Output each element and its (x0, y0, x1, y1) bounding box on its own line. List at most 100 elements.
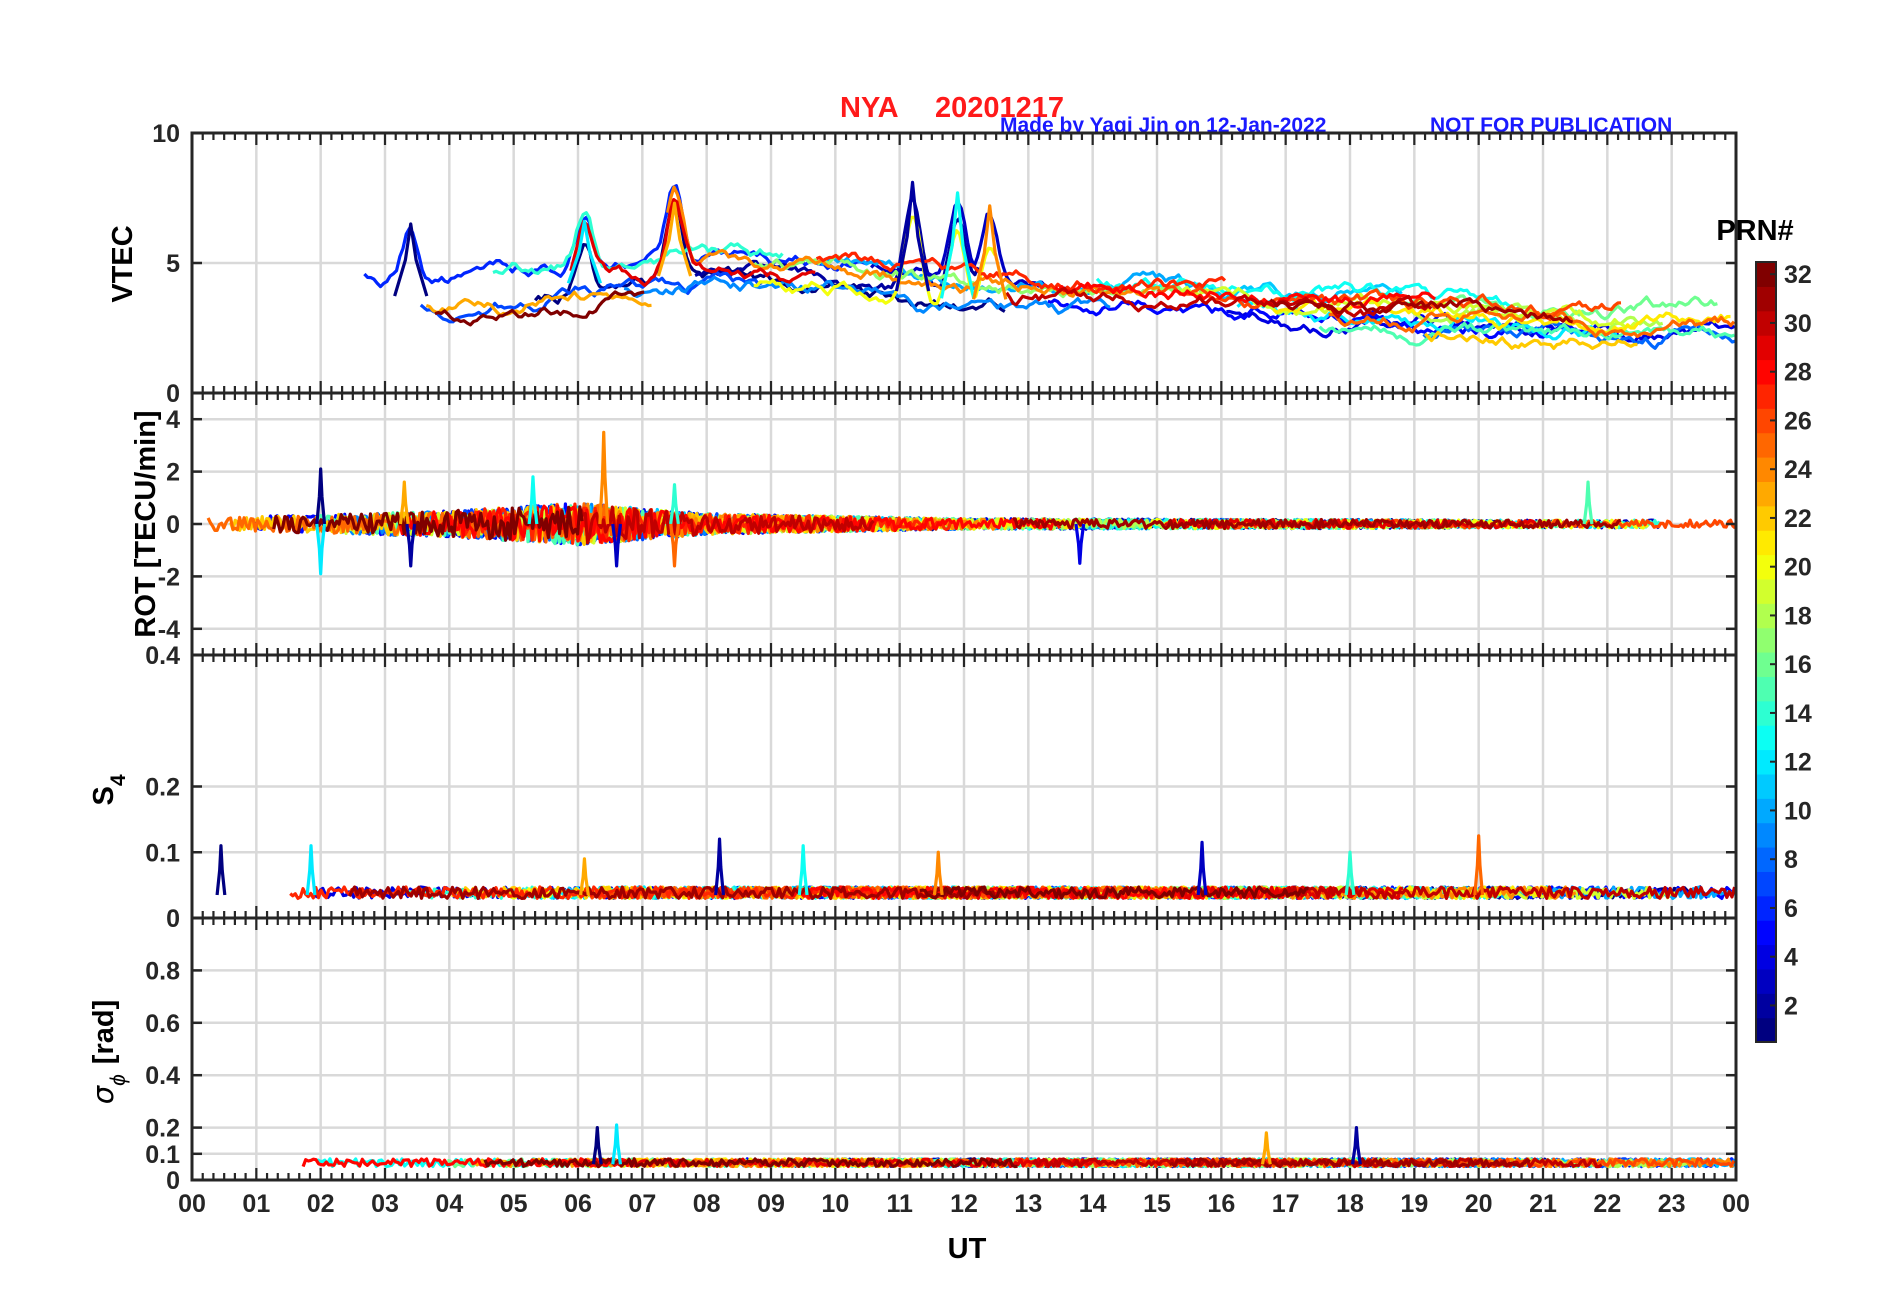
y-tick-label: -2 (158, 563, 180, 591)
colorbar-swatch (1756, 798, 1776, 824)
colorbar-swatch (1756, 383, 1776, 409)
x-tick-label: 14 (1079, 1190, 1107, 1218)
colorbar-swatch (1756, 603, 1776, 629)
series-line-prn-5 (1047, 298, 1586, 340)
peak-mark (305, 844, 317, 896)
x-tick-label: 18 (1336, 1190, 1364, 1218)
y-tick-label: 10 (152, 120, 180, 148)
colorbar-swatch (1756, 920, 1776, 946)
colorbar-tick-label: 6 (1784, 895, 1798, 923)
colorbar-tick-label: 20 (1784, 554, 1812, 582)
peak-mark (939, 191, 976, 299)
s4-ylabel-sub: 4 (107, 774, 130, 786)
s4-ylabel: S4 (88, 774, 130, 805)
y-tick-label: 0.8 (145, 957, 180, 985)
x-tick-label: 11 (886, 1190, 913, 1218)
peak-mark (1074, 523, 1086, 565)
series-line-prn-14 (492, 211, 784, 275)
colorbar-swatch (1756, 262, 1776, 287)
y-tick-label: 0 (166, 380, 180, 408)
x-tick-label: 17 (1272, 1190, 1300, 1218)
series-line-prn-31 (1269, 297, 1574, 324)
sigma-ylabel-main: σ (86, 1084, 120, 1104)
x-tick-label: 03 (371, 1190, 399, 1218)
peak-mark (611, 523, 623, 568)
colorbar-swatch (1756, 530, 1776, 556)
peak-mark (1350, 1126, 1362, 1165)
colorbar-swatch (1756, 578, 1776, 604)
colorbar-swatch (1756, 725, 1776, 751)
x-tick-label: 13 (1014, 1190, 1042, 1218)
colorbar-tick-label: 8 (1784, 846, 1798, 874)
peak-mark (527, 475, 539, 525)
series-line-prn-21 (1272, 296, 1731, 335)
series-line-prn-32 (483, 1157, 1018, 1169)
x-tick-label: 00 (178, 1190, 206, 1218)
colorbar-swatch (1756, 895, 1776, 921)
series-line-prn-31 (1012, 517, 1622, 531)
x-tick-label: 23 (1658, 1190, 1686, 1218)
colorbar-swatch (1756, 968, 1776, 994)
colorbar-swatch (1756, 676, 1776, 702)
colorbar-swatch (1756, 432, 1776, 458)
x-tick-label: 16 (1207, 1190, 1235, 1218)
colorbar-swatch (1756, 822, 1776, 848)
peak-mark (393, 222, 429, 297)
y-tick-label: 4 (166, 406, 180, 434)
colorbar-swatch (1756, 1017, 1776, 1043)
colorbar-tick-label: 12 (1784, 749, 1812, 777)
sigma-ylabel-sub: ϕ (107, 1074, 130, 1086)
colorbar-swatch (1756, 481, 1776, 507)
colorbar-tick-label: 22 (1784, 505, 1812, 533)
sigma-ylabel-unit: [rad] (88, 1000, 120, 1064)
sigma-ylabel: σϕ [rad] (86, 1000, 130, 1105)
peak-mark (1582, 480, 1594, 525)
peak-mark (1260, 1131, 1272, 1165)
colorbar-title: PRN# (1716, 215, 1793, 247)
colorbar-swatch (1756, 944, 1776, 970)
colorbar-swatch (1756, 627, 1776, 653)
y-tick-label: 0.4 (145, 642, 180, 670)
series-line-prn-28 (1054, 281, 1437, 309)
series-line-prn-6 (363, 184, 871, 289)
peak-mark (315, 467, 327, 525)
series-line-prn-22 (1423, 330, 1638, 350)
x-tick-label: 21 (1529, 1190, 1557, 1218)
peak-mark (591, 1126, 603, 1165)
y-tick-label: 0.1 (145, 1141, 180, 1169)
colorbar-tick-label: 4 (1784, 944, 1798, 972)
colorbar-tick-label: 16 (1784, 651, 1812, 679)
peak-mark (669, 483, 680, 525)
y-tick-label: 0.2 (145, 774, 180, 802)
peak-mark (932, 850, 944, 896)
peak-mark (215, 844, 227, 896)
x-tick-label: 08 (693, 1190, 721, 1218)
series-line-prn-29 (569, 198, 816, 287)
series-line-prn-32 (919, 885, 1309, 900)
peak-mark (669, 523, 680, 568)
peak-mark (1344, 850, 1356, 896)
colorbar-tick-label: 24 (1784, 456, 1812, 484)
x-tick-label: 07 (628, 1190, 656, 1218)
colorbar-swatch (1756, 505, 1776, 531)
rot-ylabel: ROT [TECU/min] (130, 410, 162, 637)
colorbar-swatch (1756, 847, 1776, 872)
series-line-prn-30 (579, 505, 875, 545)
colorbar-swatch (1756, 773, 1776, 799)
series-line-prn-10 (820, 256, 1202, 296)
series-line-prn-31 (348, 885, 997, 901)
x-tick-label: 02 (307, 1190, 335, 1218)
series-line-prn-30 (1005, 286, 1433, 319)
peak-mark (656, 201, 693, 277)
colorbar-tick-label: 14 (1784, 700, 1812, 728)
colorbar-swatch (1756, 359, 1776, 385)
rot-panel: -4 -2 0 2 4 (158, 391, 1738, 657)
series-line-prn-28 (396, 504, 1062, 544)
peak-mark (315, 523, 327, 576)
y-tick-label: 0.1 (145, 839, 180, 867)
peak-mark (894, 180, 931, 292)
series-line-prn-32 (434, 290, 645, 327)
colorbar-swatch (1756, 993, 1776, 1019)
colorbar-swatch (1756, 749, 1776, 775)
